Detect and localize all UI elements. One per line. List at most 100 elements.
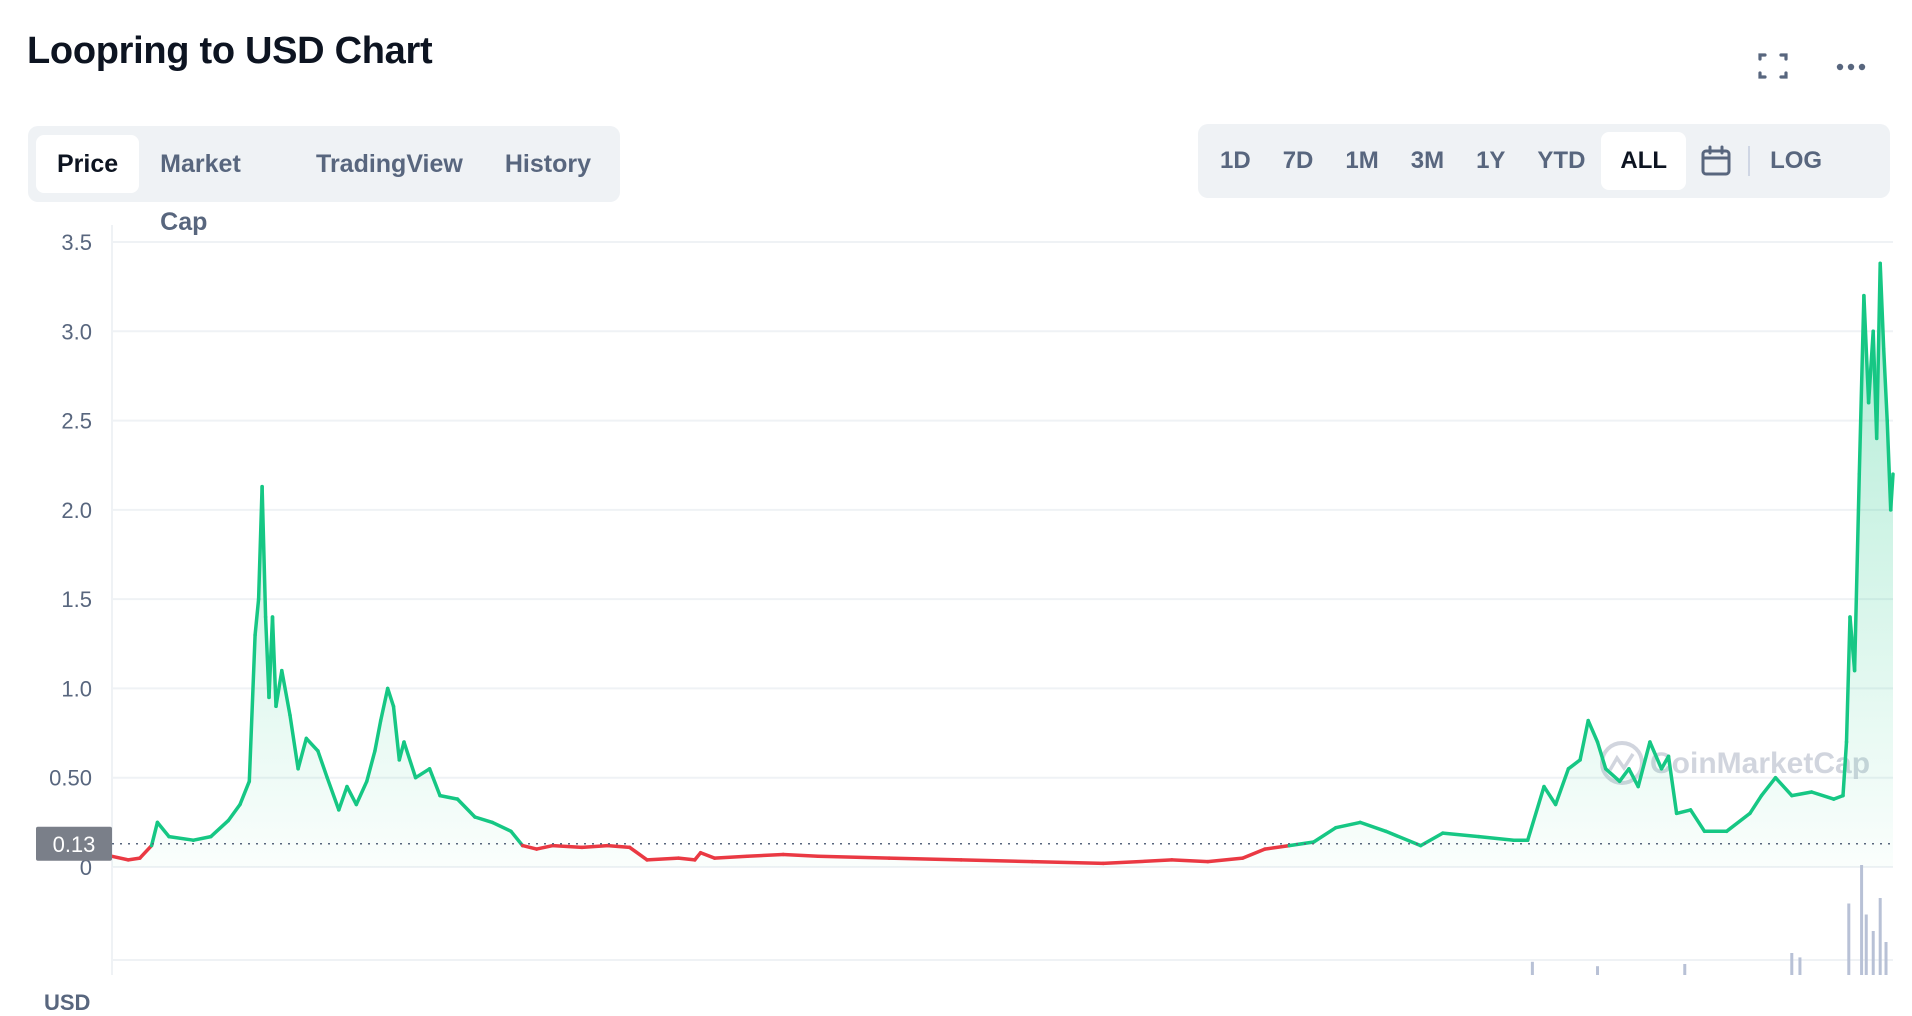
price-segment (438, 793, 460, 801)
tab-price[interactable]: Price (36, 135, 140, 193)
range-7d[interactable]: 7D (1282, 147, 1314, 174)
price-segment (226, 802, 242, 823)
currency-label: USD (44, 990, 91, 1015)
fullscreen-icon (1758, 53, 1788, 79)
volume-bar (1864, 914, 1868, 975)
tab-market-cap[interactable]: Market Cap (160, 150, 241, 236)
price-segment (1809, 790, 1836, 801)
price-segment (1878, 261, 1886, 351)
price-segment (473, 815, 495, 825)
price-segment (1525, 784, 1546, 842)
price-segment (1586, 718, 1600, 744)
range-1m[interactable]: 1M (1345, 147, 1379, 174)
price-segment (391, 704, 402, 762)
price-segment (373, 718, 383, 753)
range-ytd[interactable]: YTD (1537, 147, 1586, 174)
price-segment (365, 749, 377, 784)
price-segment (1852, 472, 1862, 673)
price-segment (1553, 767, 1571, 807)
price-segment (1311, 825, 1338, 844)
divider (1748, 146, 1751, 176)
date-picker-button[interactable] (1692, 132, 1740, 190)
price-segment (126, 856, 142, 862)
price-segment (149, 820, 160, 848)
range-all[interactable]: ALL (1601, 132, 1687, 190)
price-segment (1874, 261, 1882, 441)
volume-bar (1847, 903, 1851, 975)
more-button[interactable] (1829, 46, 1873, 86)
price-segment (1566, 758, 1582, 771)
range-3m[interactable]: 3M (1410, 147, 1445, 174)
price-segment (698, 850, 717, 860)
y-tick-label: 0 (80, 855, 92, 880)
price-segment (1674, 808, 1693, 816)
volume-bar (1530, 961, 1534, 975)
price-segment (676, 856, 697, 862)
more-icon (1836, 63, 1866, 71)
volume-bar (1871, 931, 1875, 975)
reference-price-label: 0.13 (53, 832, 96, 857)
volume-bar (1860, 865, 1864, 975)
price-segment (413, 767, 432, 780)
volume-bar (1798, 957, 1802, 975)
price-segment (316, 749, 329, 780)
fullscreen-button[interactable] (1751, 46, 1795, 86)
price-segment (455, 797, 477, 819)
price-segment (580, 843, 610, 850)
price-segment (253, 597, 261, 637)
price-segment (1542, 784, 1558, 807)
price-segment (1358, 820, 1388, 834)
price-segment (1595, 740, 1608, 771)
price-segment (1240, 847, 1267, 860)
price-segment (959, 858, 1034, 864)
y-tick-label: 2.5 (61, 409, 92, 434)
price-segment (280, 668, 292, 717)
price-segment (345, 784, 359, 807)
tab-tradingview[interactable]: TradingView (316, 150, 463, 178)
price-segment (1334, 820, 1362, 830)
price-segment (1636, 740, 1652, 789)
price-segment (1688, 808, 1707, 834)
price-segment (1748, 793, 1764, 816)
page-title: Loopring to USD Chart (27, 30, 433, 72)
y-tick-label: 1.5 (61, 587, 92, 612)
volume-bars (1530, 865, 1888, 975)
price-segment (191, 834, 213, 842)
range-1d[interactable]: 1D (1220, 147, 1251, 174)
price-segment (354, 779, 369, 807)
price-segment (1441, 831, 1481, 839)
price-segment (1477, 834, 1516, 842)
y-tick-label: 3.0 (61, 319, 92, 344)
watermark-text: CoinMarketCap (1650, 747, 1870, 780)
y-tick-label: 2.0 (61, 498, 92, 523)
price-segment (296, 736, 309, 771)
volume-bar (1878, 898, 1882, 975)
price-segment (385, 686, 396, 709)
price-segment (490, 820, 513, 834)
price-segment (1844, 615, 1852, 744)
calendar-icon (1701, 145, 1731, 176)
volume-bar (1596, 966, 1600, 975)
price-segment (274, 668, 284, 709)
price-segment (304, 736, 320, 753)
y-tick-label: 1.0 (61, 676, 92, 701)
price-segment (238, 779, 252, 807)
price-segment (1170, 858, 1210, 864)
price-segment (167, 834, 196, 842)
price-segment (110, 854, 131, 862)
price-segment (1759, 775, 1778, 798)
tab-history[interactable]: History (504, 150, 591, 178)
price-segment (325, 775, 341, 812)
log-scale-toggle[interactable]: LOG (1770, 147, 1823, 174)
price-chart[interactable]: 00.501.01.52.02.53.03.5 2017May2018May20… (0, 215, 1912, 975)
volume-bar (1683, 964, 1687, 975)
price-segment (288, 713, 300, 771)
price-segment (270, 615, 278, 709)
price-segment (1888, 472, 1895, 512)
price-segment (209, 818, 231, 839)
range-1y[interactable]: 1Y (1476, 147, 1506, 174)
price-segment (520, 843, 539, 851)
price-segment (1841, 740, 1849, 798)
price-segment (1666, 754, 1679, 816)
price-segment (1773, 775, 1794, 798)
